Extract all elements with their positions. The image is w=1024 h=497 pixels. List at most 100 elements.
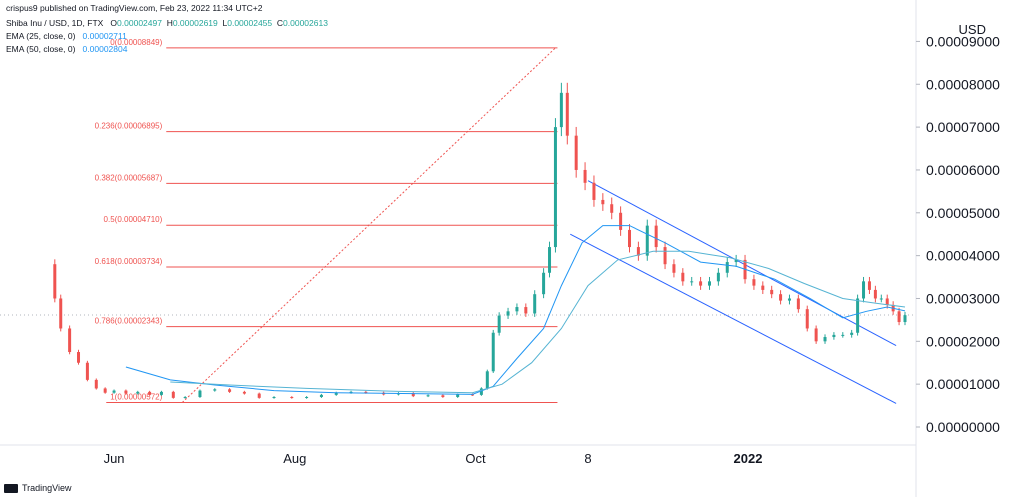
candle-body <box>103 388 107 393</box>
candles <box>53 82 907 399</box>
candle-body <box>796 298 800 310</box>
candle-body <box>334 392 338 395</box>
candle-body <box>257 393 261 398</box>
candle-body <box>619 212 623 230</box>
candle-body <box>823 337 827 342</box>
candle-body <box>672 264 676 273</box>
channel-upper-line <box>587 180 897 347</box>
candle-body <box>885 298 889 305</box>
candle-body <box>752 279 756 286</box>
candle-body <box>506 311 510 316</box>
candle-body <box>59 298 63 329</box>
y-tick-label: 0.00006000 <box>926 162 1000 178</box>
x-tick-label: 2022 <box>734 451 763 466</box>
candle-body <box>77 352 81 363</box>
x-tick-label: Aug <box>283 451 306 466</box>
candle-body <box>471 394 474 396</box>
ema25-value: 0.00002711 <box>82 31 127 41</box>
axes: 0.00009000 0.00008000 0.00007000 0.00006000… <box>0 0 1000 497</box>
y-tick-label: 0.00009000 <box>926 33 1000 49</box>
candle-body <box>663 247 667 265</box>
candle-body <box>610 204 614 213</box>
candle-body <box>601 199 605 205</box>
candle-body <box>583 169 587 183</box>
ohlc-low: 0.00002455 <box>227 18 273 28</box>
candle-body <box>272 397 276 399</box>
ema-lines <box>125 225 906 395</box>
channel-lower-line <box>570 233 897 404</box>
y-tick-label: 0.00001000 <box>926 376 1000 392</box>
fib-level-label: 0.5(0.00004710) <box>104 215 163 224</box>
tradingview-brand: TradingView <box>22 483 72 493</box>
candle-body <box>628 229 632 248</box>
candle-body <box>349 391 353 393</box>
ohlc-high-label: H <box>166 18 173 28</box>
candle-body <box>690 281 694 283</box>
candle-body <box>305 397 309 399</box>
fib-level-label: 0.786(0.00002343) <box>95 317 163 326</box>
candle-body <box>636 247 640 256</box>
candle-body <box>873 289 877 299</box>
candle-body <box>68 328 72 353</box>
published-caption: crispus9 published on TradingView.com, F… <box>6 3 263 13</box>
candle-body <box>319 394 323 398</box>
legend-symbol-row: Shiba Inu / USD, 1D, FTX O0.00002497 H0.… <box>6 17 328 29</box>
candle-body <box>159 391 163 395</box>
fib-level-label: 0.618(0.00003734) <box>95 257 163 266</box>
candle-body <box>290 397 294 399</box>
y-tick-label: 0.00007000 <box>926 119 1000 135</box>
y-tick-label: 0.00004000 <box>926 248 1000 264</box>
candle-body <box>548 247 552 273</box>
x-tick-label: 8 <box>584 451 591 466</box>
candle-body <box>779 294 783 301</box>
symbol-label: Shiba Inu / USD, 1D, FTX <box>6 18 104 28</box>
descending-channel[interactable] <box>570 180 897 404</box>
candle-body <box>850 332 854 335</box>
y-tick-label: 0.00008000 <box>926 76 1000 92</box>
candle-body <box>364 391 368 393</box>
candle-body <box>645 225 649 256</box>
candle-body <box>903 315 907 323</box>
legend-ema50-row: EMA (50, close, 0) 0.00002804 <box>6 43 127 55</box>
fibonacci-retracement[interactable]: 0(0.00008849) 0.236(0.00006895) 0.382(0.00… <box>95 38 558 403</box>
candle-body <box>761 285 765 290</box>
candle-body <box>456 394 460 398</box>
candle-body <box>867 281 871 290</box>
candle-body <box>411 393 415 397</box>
candle-body <box>53 264 57 299</box>
candle-body <box>485 371 489 389</box>
candle-body <box>734 259 738 263</box>
candle-body <box>85 362 89 380</box>
fib-level-label: 1(0.00000572) <box>110 392 162 401</box>
candle-body <box>524 307 528 314</box>
candle-body <box>136 391 140 394</box>
candle-body <box>94 379 98 389</box>
candle-body <box>770 289 774 295</box>
candle-body <box>707 281 711 286</box>
candle-body <box>148 391 152 395</box>
currency-label[interactable]: USD <box>958 22 986 37</box>
candle-body <box>699 281 703 286</box>
ema50-label: EMA (50, close, 0) <box>6 44 76 54</box>
y-tick-label: 0.00000000 <box>926 419 1000 435</box>
candle-body <box>426 395 430 397</box>
fib-level-label: 0(0.00008849) <box>110 38 162 47</box>
candle-body <box>841 334 845 336</box>
fib-level-label: 0.236(0.00006895) <box>95 122 163 131</box>
candle-body <box>559 92 563 128</box>
candle-body <box>787 298 791 301</box>
candle-body <box>856 298 860 333</box>
ohlc-high: 0.00002619 <box>172 18 218 28</box>
tradingview-logo-icon <box>4 483 18 493</box>
candle-body <box>228 389 232 392</box>
candle-body <box>542 272 546 295</box>
candle-body <box>515 307 519 312</box>
candle-body <box>725 262 729 273</box>
candle-body <box>441 395 445 398</box>
tradingview-footer[interactable]: TradingView <box>4 483 72 493</box>
ema50-line <box>170 250 906 394</box>
candle-body <box>897 311 901 323</box>
candle-body <box>654 225 658 248</box>
